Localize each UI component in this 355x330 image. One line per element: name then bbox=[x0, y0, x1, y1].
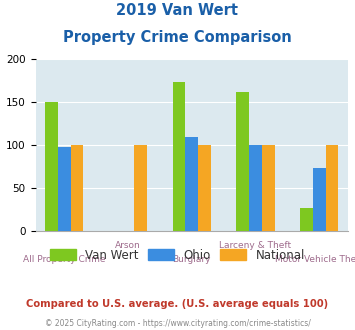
Text: All Property Crime: All Property Crime bbox=[23, 255, 105, 264]
Text: Compared to U.S. average. (U.S. average equals 100): Compared to U.S. average. (U.S. average … bbox=[26, 299, 329, 309]
Text: 2019 Van Wert: 2019 Van Wert bbox=[116, 3, 239, 18]
Bar bbox=[45, 102, 58, 231]
Text: Burglary: Burglary bbox=[173, 255, 211, 264]
Bar bbox=[58, 147, 71, 231]
Text: Motor Vehicle Theft: Motor Vehicle Theft bbox=[275, 255, 355, 264]
Bar bbox=[313, 168, 326, 231]
Bar bbox=[134, 145, 147, 231]
Bar bbox=[262, 145, 274, 231]
Bar bbox=[249, 145, 262, 231]
Bar bbox=[198, 145, 211, 231]
Text: Arson: Arson bbox=[115, 241, 141, 250]
Text: Property Crime Comparison: Property Crime Comparison bbox=[63, 30, 292, 45]
Bar bbox=[300, 208, 313, 231]
Bar bbox=[326, 145, 338, 231]
Bar bbox=[236, 92, 249, 231]
Bar bbox=[173, 82, 185, 231]
Text: © 2025 CityRating.com - https://www.cityrating.com/crime-statistics/: © 2025 CityRating.com - https://www.city… bbox=[45, 319, 310, 328]
Bar bbox=[71, 145, 83, 231]
Bar bbox=[185, 137, 198, 231]
Text: Larceny & Theft: Larceny & Theft bbox=[219, 241, 291, 250]
Legend: Van Wert, Ohio, National: Van Wert, Ohio, National bbox=[45, 244, 310, 266]
